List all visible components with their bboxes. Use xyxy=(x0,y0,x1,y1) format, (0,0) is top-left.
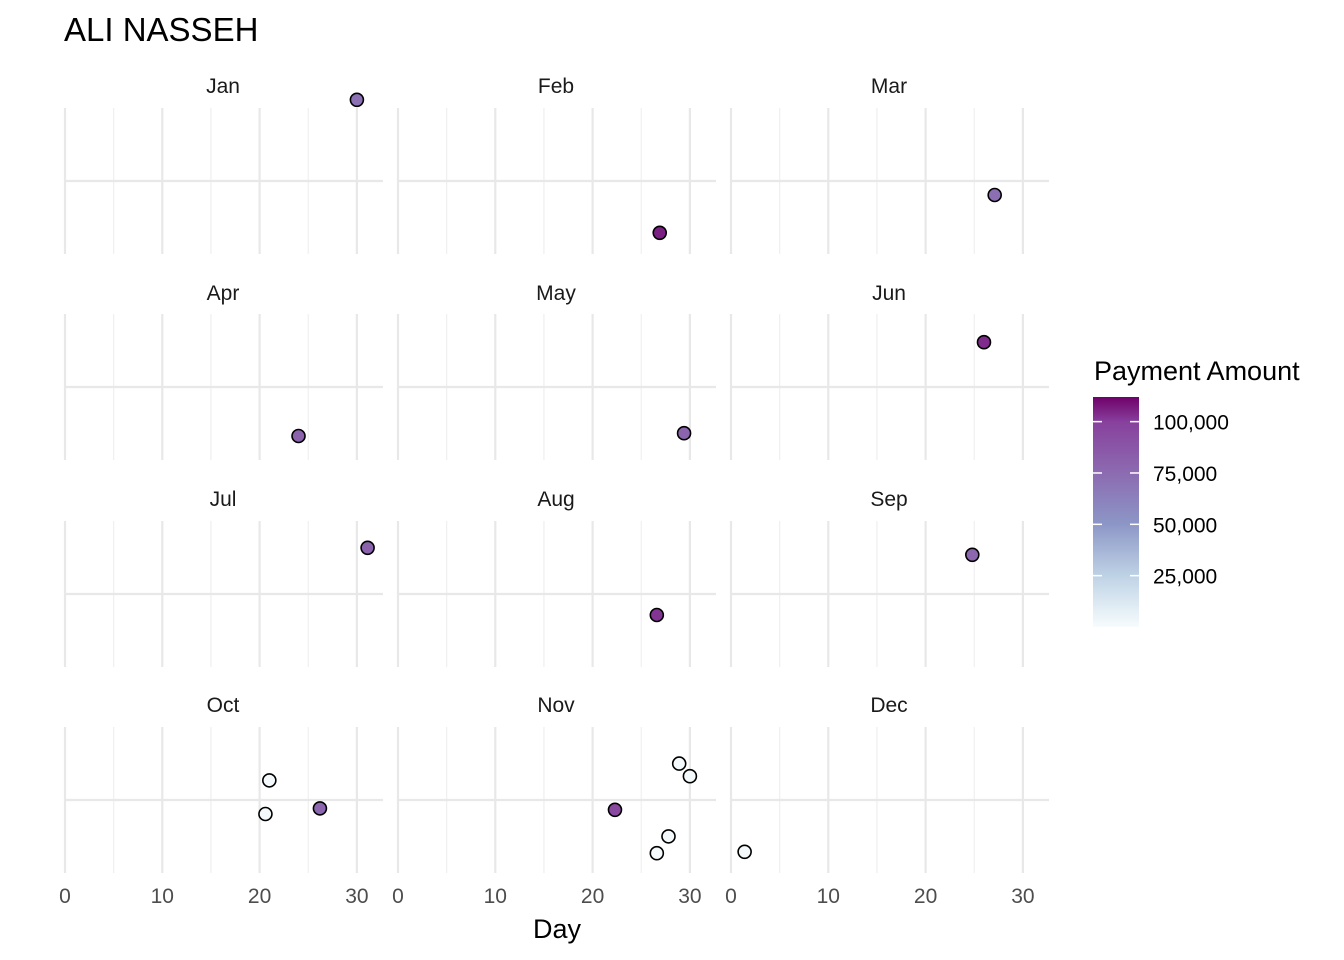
facet-panel: Jan xyxy=(63,75,383,254)
data-point xyxy=(965,547,980,563)
facet-panel: May xyxy=(396,282,716,460)
x-tick-label: 20 xyxy=(581,885,604,908)
facet-label: Jul xyxy=(210,488,237,511)
data-point xyxy=(682,768,698,784)
data-point xyxy=(661,829,676,844)
facet-label: Oct xyxy=(207,694,240,717)
x-axis-label: Day xyxy=(533,914,582,944)
facet-panel: Apr xyxy=(63,282,383,460)
data-point xyxy=(649,845,665,861)
legend-tick-label: 100,000 xyxy=(1153,412,1229,435)
facet-panel: Oct xyxy=(63,694,383,873)
x-tick-label: 20 xyxy=(248,885,271,908)
facet-label: Apr xyxy=(207,282,240,305)
facet-label: May xyxy=(536,282,576,305)
data-point xyxy=(349,92,365,108)
facet-label: Aug xyxy=(537,488,574,511)
x-tick-label: 0 xyxy=(392,885,404,908)
facet-label: Mar xyxy=(871,75,907,98)
facet-panel: Jun xyxy=(729,282,1049,460)
data-point xyxy=(258,806,273,822)
data-point xyxy=(360,540,375,556)
legend-title: Payment Amount xyxy=(1094,356,1300,386)
facet-panels: Jan Feb Mar Apr May Jun Jul Aug Sep Oct Nov Dec xyxy=(63,75,1049,873)
color-legend: Payment Amount 100,000 75,000 50,000 25,000 xyxy=(1093,356,1300,627)
data-point xyxy=(291,428,306,444)
x-tick-label: 30 xyxy=(345,885,368,908)
facet-panel: Aug xyxy=(396,488,716,667)
x-tick-label: 0 xyxy=(725,885,737,908)
legend-tick-label: 25,000 xyxy=(1153,566,1217,589)
data-point xyxy=(737,844,752,860)
x-tick-label: 30 xyxy=(1011,885,1034,908)
facet-label: Feb xyxy=(538,75,574,98)
facet-panel: Mar xyxy=(729,75,1049,254)
facet-label: Jun xyxy=(872,282,906,305)
data-point xyxy=(676,425,692,441)
legend-colorbar xyxy=(1093,397,1139,627)
data-point xyxy=(312,801,328,816)
data-point xyxy=(987,187,1002,203)
facet-panel: Feb xyxy=(396,75,716,254)
x-tick-label: 30 xyxy=(678,885,701,908)
facet-label: Nov xyxy=(537,694,575,717)
x-tick-label: 10 xyxy=(151,885,174,908)
facet-panel: Nov xyxy=(396,694,716,873)
facet-panel: Dec xyxy=(729,694,1049,873)
data-point xyxy=(976,334,992,350)
x-tick-label: 10 xyxy=(484,885,507,908)
data-point xyxy=(262,773,277,788)
facet-label: Jan xyxy=(206,75,240,98)
data-point xyxy=(607,802,623,818)
chart-title: ALI NASSEH xyxy=(64,11,258,48)
legend-ticks: 100,000 75,000 50,000 25,000 xyxy=(1093,412,1229,589)
legend-tick-label: 75,000 xyxy=(1153,463,1217,486)
data-point xyxy=(652,225,668,241)
x-tick-label: 0 xyxy=(59,885,71,908)
facet-label: Dec xyxy=(870,694,907,717)
legend-tick-label: 50,000 xyxy=(1153,514,1217,537)
facet-label: Sep xyxy=(870,488,907,511)
facet-panel: Sep xyxy=(729,488,1049,667)
x-tick-label: 10 xyxy=(817,885,840,908)
data-point xyxy=(671,756,687,771)
x-tick-label: 20 xyxy=(914,885,937,908)
data-point xyxy=(649,607,665,623)
facet-panel: Jul xyxy=(63,488,383,667)
x-axis-ticks: 0 10 20 30 0 10 20 30 0 10 20 30 xyxy=(59,885,1034,908)
